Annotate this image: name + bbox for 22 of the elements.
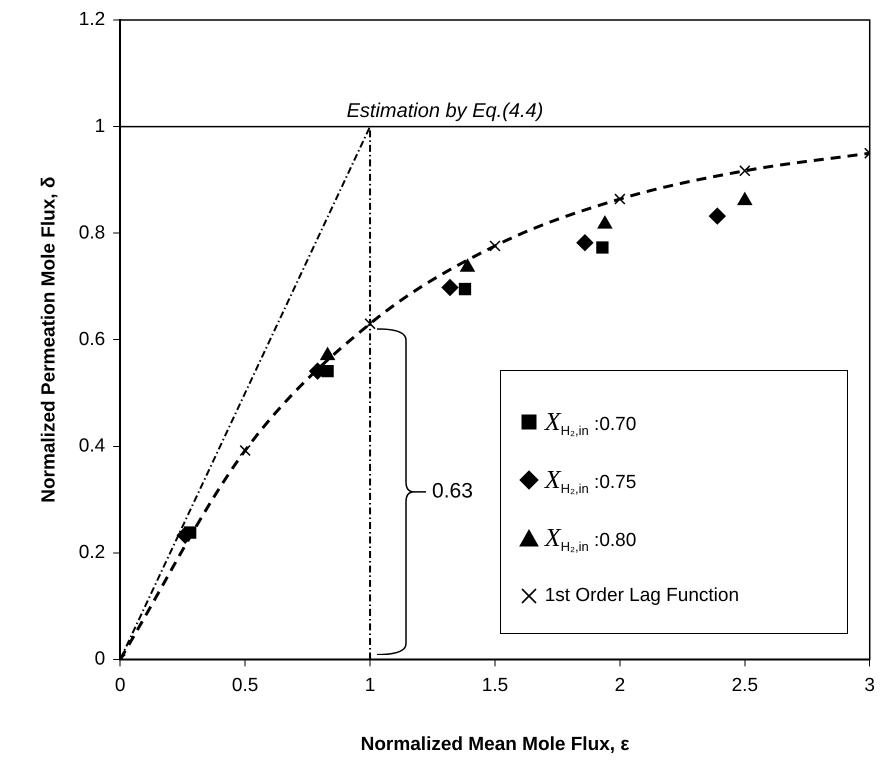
y-axis-title: Normalized Permeation Mole Flux, δ (38, 176, 60, 503)
y-tick-label: 0 (94, 648, 106, 670)
x-tick-label: 2 (614, 675, 626, 696)
ref-line-label: Estimation by Eq.(4.4) (346, 100, 544, 122)
legend-label: X$_{H₂,in}$ :0.70 (544, 406, 636, 438)
x-tick-label: 2.5 (732, 675, 758, 696)
x-tick-label: 3 (864, 675, 876, 696)
y-tick-label: 1.2 (78, 9, 106, 30)
y-tick-label: 0.4 (78, 436, 106, 456)
legend-label: X$_{H₂,in}$ :0.75 (544, 464, 636, 496)
x-tick-label: 0.5 (232, 675, 258, 696)
y-tick-label: 1 (94, 116, 106, 137)
annotation: 0.63 (432, 479, 473, 502)
x-tick-label: 1.5 (482, 675, 508, 696)
y-tick-label: 0.2 (78, 542, 106, 564)
x-tick-label: 0 (114, 675, 126, 696)
x-tick-label: 1 (364, 675, 376, 696)
legend-label: 1st Order Lag Function (544, 585, 740, 608)
y-tick-label: 0.6 (78, 328, 106, 350)
legend-label: X$_{H₂,in}$ :0.80 (544, 522, 636, 554)
x-axis-title: Normalized Mean Mole Flux, ε (360, 734, 630, 755)
y-tick-label: 0.8 (78, 222, 106, 244)
